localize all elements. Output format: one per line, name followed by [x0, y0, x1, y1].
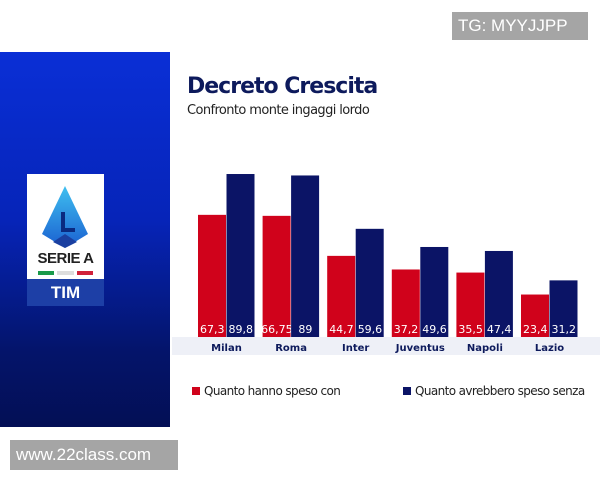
serie-a-logo: SERIE A TIM — [27, 174, 104, 306]
bar-roma-0 — [262, 215, 291, 337]
category-label: Inter — [342, 343, 369, 354]
category-label: Napoli — [467, 343, 503, 354]
bar-roma-1 — [291, 175, 320, 337]
data-label: 35,5 — [458, 323, 483, 336]
legend-label: Quanto hanno speso con — [204, 384, 341, 398]
bar-lazio-0 — [521, 294, 549, 337]
bar-napoli-1 — [484, 250, 513, 337]
watermark-bottom: www.22class.com — [10, 440, 178, 470]
data-label: 23,4 — [523, 323, 548, 336]
data-label: 89,8 — [229, 323, 254, 336]
tim-logo: TIM — [27, 279, 104, 306]
data-label: 44,7 — [329, 323, 354, 336]
bar-milan-1 — [226, 174, 255, 337]
category-label: Lazio — [535, 343, 564, 354]
legend-swatch — [403, 387, 411, 395]
logo-text: SERIE A — [37, 250, 94, 267]
bar-lazio-1 — [549, 280, 578, 337]
data-label: 37,2 — [394, 323, 419, 336]
bar-juventus-1 — [420, 246, 449, 337]
bar-juventus-0 — [391, 269, 420, 337]
data-label: 31,2 — [552, 323, 577, 336]
data-label: 47,4 — [487, 323, 512, 336]
legend-swatch — [192, 387, 200, 395]
bar-napoli-0 — [456, 272, 485, 337]
data-label: 67,3 — [200, 323, 225, 336]
category-label: Juventus — [395, 343, 445, 354]
category-band — [172, 337, 600, 355]
category-label: Roma — [275, 343, 307, 354]
data-label: 89 — [298, 323, 312, 336]
legend-item-red: Quanto hanno speso con — [192, 384, 341, 398]
serie-a-shield-icon — [42, 186, 88, 248]
legend-label: Quanto avrebbero speso senza — [415, 384, 585, 398]
bar-inter-1 — [355, 228, 384, 337]
category-label: Milan — [211, 343, 242, 354]
data-label: 59,6 — [358, 323, 383, 336]
chart-title: Decreto Crescita — [187, 74, 378, 99]
bar-inter-0 — [327, 255, 356, 337]
legend-item-blue: Quanto avrebbero speso senza — [403, 384, 585, 398]
italian-flag — [38, 271, 93, 275]
data-label: 66,75 — [261, 323, 293, 336]
bar-milan-0 — [198, 214, 226, 337]
chart-subtitle: Confronto monte ingaggi lordo — [187, 103, 370, 118]
watermark-top: TG: MYYJJPP — [452, 12, 588, 40]
data-label: 49,6 — [422, 323, 447, 336]
